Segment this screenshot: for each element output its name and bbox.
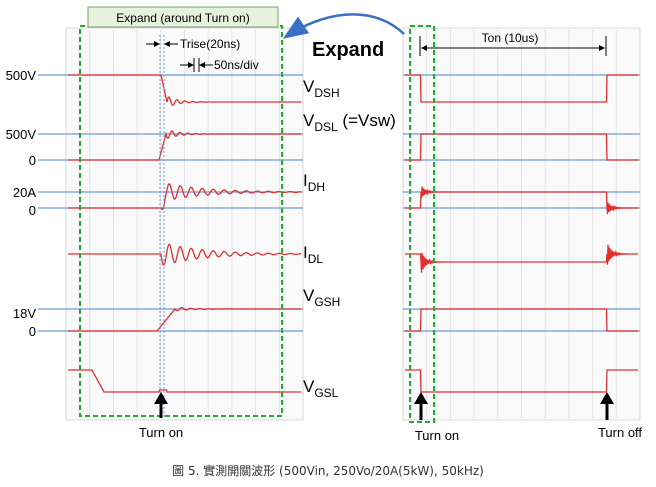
trace-gsh-period <box>405 308 638 332</box>
ton-label: Ton (10us) <box>482 31 539 45</box>
expand-arrow <box>282 13 405 39</box>
expand-label: Expand <box>312 39 384 61</box>
figure-caption: 圖 5. 實測開關波形 (500Vin, 250Vo/20A(5kW), 50k… <box>172 464 484 478</box>
expand-window-right <box>409 25 435 423</box>
series-name: IDH <box>303 171 325 194</box>
series-name: VGSL <box>303 377 339 400</box>
trace-dsh-expanded <box>68 74 301 106</box>
level-label: 0 <box>29 203 36 218</box>
turn-on-arrow-right <box>414 392 428 420</box>
trace-dsl-period <box>405 133 638 161</box>
expand-label-box-text: Expand (around Turn on) <box>116 11 249 25</box>
left-grid <box>89 30 280 418</box>
level-label: 18V <box>13 306 36 321</box>
expand-label-box <box>87 6 279 28</box>
series-name: VDSL (=Vsw) <box>303 111 396 134</box>
level-label: 0 <box>29 153 36 168</box>
level-label: 500V <box>6 127 37 142</box>
trace-dsh-period <box>405 74 638 103</box>
turn-on-arrow-left <box>154 392 168 418</box>
turn-on-label-left: Turn on <box>139 425 183 440</box>
trace-dh-period <box>405 186 638 215</box>
right-grid <box>426 30 617 418</box>
timebase-label: 50ns/div <box>214 58 259 72</box>
trace-gsl-expanded <box>68 369 301 393</box>
level-label: 500V <box>6 68 37 83</box>
series-name: VDSH <box>303 77 340 100</box>
trace-dsl-expanded <box>68 130 301 161</box>
series-names: VDSH VDSL (=Vsw) IDH IDL VGSH VGSL <box>303 77 396 400</box>
trace-dl-expanded <box>68 243 302 267</box>
turn-off-label: Turn off <box>598 425 642 440</box>
trace-gsh-expanded <box>68 307 301 332</box>
turn-on-label-right: Turn on <box>415 428 459 443</box>
series-name: IDL <box>303 243 323 266</box>
turn-off-arrow-right <box>600 392 614 420</box>
level-labels: 500V 500V 0 20A 0 18V 0 <box>6 68 37 339</box>
trace-dl-period <box>405 244 638 273</box>
trise-label: Trise(20ns) <box>180 37 240 51</box>
series-name: VGSH <box>303 286 340 309</box>
level-label: 20A <box>13 185 36 200</box>
waveform-traces <box>68 74 638 393</box>
level-label: 0 <box>29 324 36 339</box>
trace-dh-expanded <box>68 183 301 210</box>
trace-gsl-period <box>405 369 638 393</box>
